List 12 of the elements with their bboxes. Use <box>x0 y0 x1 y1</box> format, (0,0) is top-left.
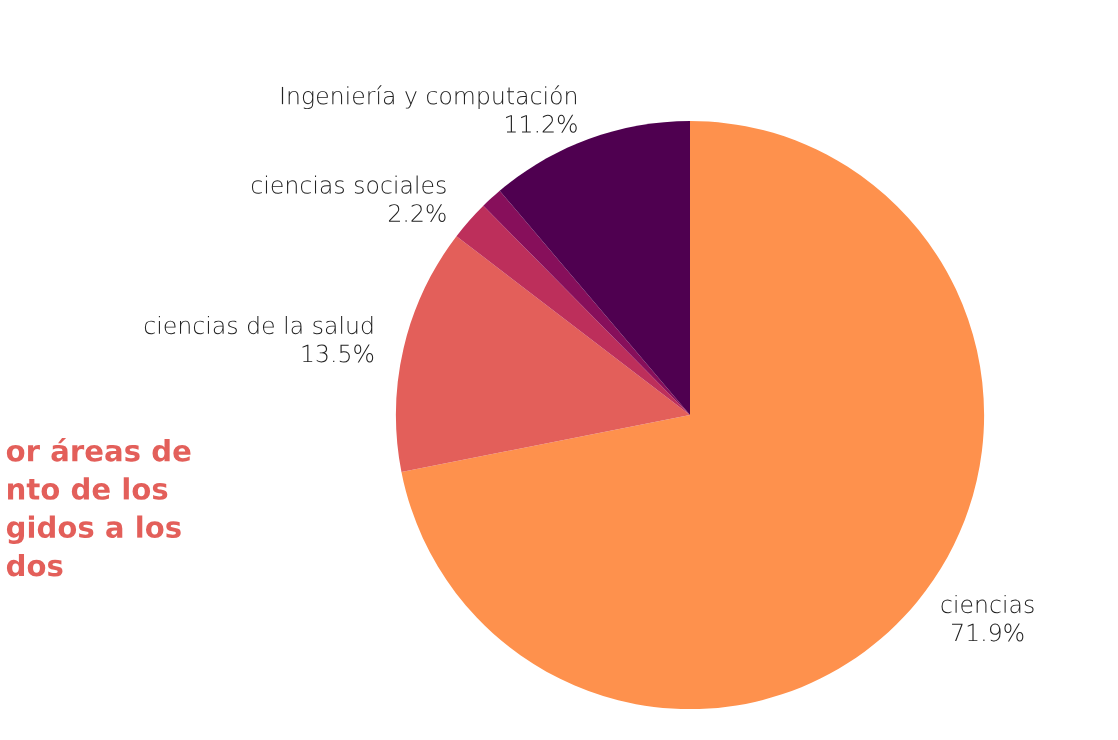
pie-slice <box>483 190 690 415</box>
slice-label: ciencias sociales <box>251 175 446 194</box>
text: or áreas de nto de los gidos a los dos <box>6 437 191 577</box>
data-label: 71.9% <box>952 623 1024 642</box>
slice-label: Ingeniería y computación <box>281 85 576 110</box>
data-label: 13.5% <box>302 344 374 363</box>
data-label: 2.2% <box>388 204 446 223</box>
slice-label: ciencias <box>941 594 1034 614</box>
data-label: 11.2% <box>506 114 577 133</box>
slice-label: ciencias de la salud <box>144 315 373 335</box>
pie-slice <box>395 236 690 472</box>
pie-slice <box>456 205 690 415</box>
